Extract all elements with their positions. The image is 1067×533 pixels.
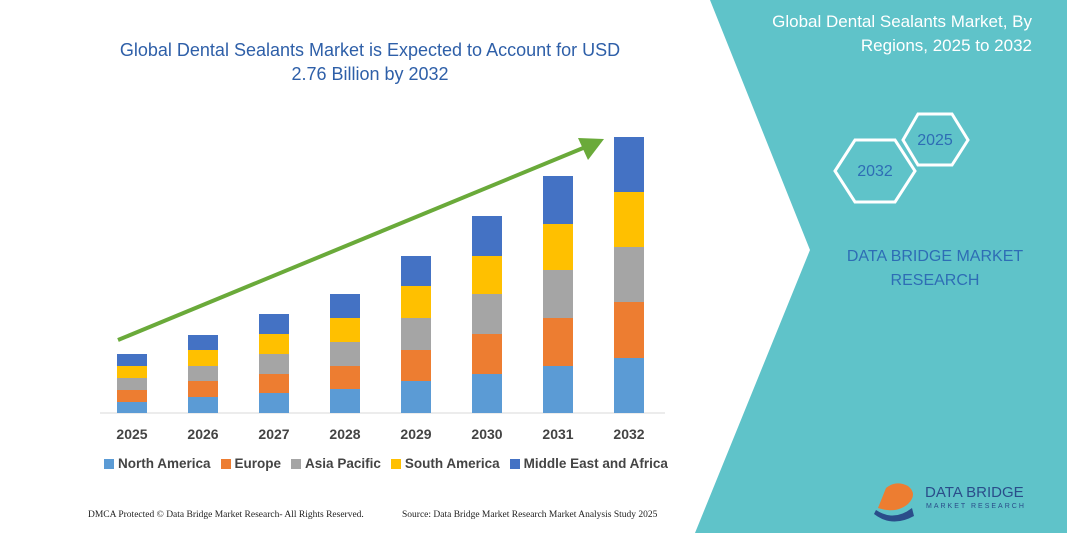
bar-segment (472, 374, 502, 413)
bar-segment (614, 302, 644, 358)
legend-label: South America (404, 456, 500, 471)
chart-title: Global Dental Sealants Market is Expecte… (119, 40, 621, 84)
bar-segment (401, 318, 431, 350)
bar-segment (188, 381, 218, 397)
bar-segment (614, 358, 644, 413)
legend-label: North America (118, 456, 211, 471)
legend: North America Europe Asia Pacific South Ame… (104, 456, 668, 471)
logo-name: DATA BRIDGE (925, 484, 1024, 501)
x-tick-label: 2025 (116, 426, 147, 442)
bar-segment (472, 256, 502, 294)
bar-segment (330, 389, 360, 413)
bar-segment (259, 393, 289, 413)
bar-segment (543, 224, 573, 270)
legend-swatch (220, 458, 231, 469)
bar-segment (543, 318, 573, 366)
footer-left: DMCA Protected © Data Bridge Market Rese… (88, 510, 364, 520)
brand: DATA BRIDGE MARKET RESEARCH (846, 248, 1024, 289)
bar-segment (259, 334, 289, 354)
bar-segment (543, 270, 573, 318)
legend-swatch (390, 458, 401, 469)
bar-segment (330, 294, 360, 318)
bar-segment (188, 366, 218, 381)
legend-swatch (104, 458, 114, 469)
bar-segment (543, 366, 573, 413)
bar-segment (330, 318, 360, 342)
x-tick-label: 2028 (329, 426, 360, 442)
legend-item: North America (104, 456, 211, 471)
bar-segment (614, 192, 644, 247)
legend-item: Asia Pacific (291, 456, 381, 471)
logo-mark (874, 508, 914, 522)
x-tick-label: 2027 (258, 426, 289, 442)
legend-item: South America (390, 456, 500, 471)
legend-swatch (291, 458, 302, 469)
legend-item: Europe (220, 456, 282, 471)
bar-segment (188, 350, 218, 366)
legend-item: Middle East and Africa (509, 456, 668, 471)
x-tick-label: 2029 (400, 426, 431, 442)
bar-segment (259, 314, 289, 334)
bar-segment (472, 294, 502, 334)
legend-label: Asia Pacific (305, 456, 381, 471)
bar-segment (401, 350, 431, 381)
footer-right: Source: Data Bridge Market Research Mark… (402, 510, 658, 520)
bar-segment (472, 216, 502, 256)
bar-segment (401, 256, 431, 286)
bar-segment (472, 334, 502, 374)
bar-segment (117, 366, 147, 378)
side-panel (695, 0, 1067, 533)
trend-arrow (117, 144, 589, 342)
bar-segment (117, 378, 147, 390)
hex-label: 2025 (917, 132, 953, 149)
bar-segment (401, 381, 431, 413)
x-tick-label: 2032 (613, 426, 644, 442)
bar-segment (614, 247, 644, 302)
bar-segment (188, 397, 218, 413)
hex-label: 2032 (857, 163, 893, 180)
bar-segment (543, 176, 573, 224)
logo-tagline: MARKET RESEARCH (926, 503, 1026, 510)
legend-label: Europe (234, 456, 282, 471)
bar-segment (188, 335, 218, 350)
bar-segment (259, 374, 289, 393)
bar-segment (117, 390, 147, 402)
hexagon (833, 138, 917, 204)
x-tick-label: 2030 (471, 426, 502, 442)
x-tick-label: 2031 (542, 426, 573, 442)
bar-segment (330, 366, 360, 389)
legend-swatch (509, 458, 520, 469)
panel-title: Global Dental Sealants Market, By Region… (772, 12, 1032, 55)
logo-mark (878, 483, 913, 511)
hexagon (901, 112, 970, 167)
bar-segment (401, 286, 431, 318)
legend-label: Middle East and Africa (523, 456, 668, 471)
x-tick-label: 2026 (187, 426, 218, 442)
bar-segment (117, 354, 147, 366)
bar-segment (259, 354, 289, 374)
bar-segment (614, 137, 644, 192)
trend-arrow-head (578, 138, 604, 160)
bar-segment (117, 402, 147, 413)
bar-segment (330, 342, 360, 366)
